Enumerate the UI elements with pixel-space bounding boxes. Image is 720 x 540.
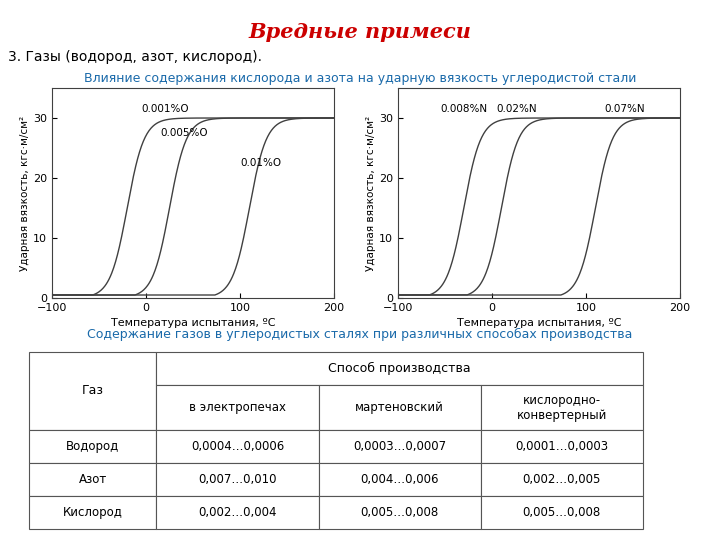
Text: кислородно-
конвертерный: кислородно- конвертерный [517,394,607,422]
Bar [156,352,643,386]
Text: 0.001%O: 0.001%O [141,104,189,114]
X-axis label: Температура испытания, ºС: Температура испытания, ºС [111,319,275,328]
Text: 0,0004…0,0006: 0,0004…0,0006 [191,440,284,453]
Text: в электропечах: в электропечах [189,401,286,414]
Text: мартеновский: мартеновский [355,401,444,414]
Bar [481,496,643,529]
Bar [156,386,318,430]
Text: Способ производства: Способ производства [328,362,471,375]
Text: 0.02%N: 0.02%N [497,104,537,114]
Text: 0,005…0,008: 0,005…0,008 [523,505,601,519]
Text: Водород: Водород [66,440,120,453]
Text: Кислород: Кислород [63,505,122,519]
Bar [29,430,156,463]
Text: 0,002…0,004: 0,002…0,004 [198,505,276,519]
Text: 0,007…0,010: 0,007…0,010 [198,473,276,486]
Text: Влияние содержания кислорода и азота на ударную вязкость углеродистой стали: Влияние содержания кислорода и азота на … [84,72,636,85]
Text: 0,002…0,005: 0,002…0,005 [523,473,601,486]
Bar [29,463,156,496]
Bar [319,430,481,463]
Bar [156,463,318,496]
Bar [29,496,156,529]
Text: 0.008%N: 0.008%N [441,104,487,114]
Text: 3. Газы (водород, азот, кислород).: 3. Газы (водород, азот, кислород). [8,50,262,64]
Bar [319,463,481,496]
Bar [481,386,643,430]
Text: Вредные примеси: Вредные примеси [248,22,472,42]
Y-axis label: Ударная вязкость, кгс·м/см²: Ударная вязкость, кгс·м/см² [20,116,30,271]
Text: 0.07%N: 0.07%N [605,104,645,114]
Text: Азот: Азот [78,473,107,486]
Text: 0.01%O: 0.01%O [240,158,281,168]
Bar [29,352,156,430]
Bar [481,430,643,463]
X-axis label: Температура испытания, ºС: Температура испытания, ºС [456,319,621,328]
Bar [481,463,643,496]
Text: 0,005…0,008: 0,005…0,008 [361,505,438,519]
Bar [156,496,318,529]
Text: Газ: Газ [81,384,104,397]
Text: 0,004…0,006: 0,004…0,006 [361,473,439,486]
Text: 0.005%O: 0.005%O [160,128,208,138]
Text: Содержание газов в углеродистых сталях при различных способах производства: Содержание газов в углеродистых сталях п… [87,328,633,341]
Bar [156,430,318,463]
Text: 0,0003…0,0007: 0,0003…0,0007 [353,440,446,453]
Bar [319,496,481,529]
Y-axis label: Ударная вязкость, кгс·м/см²: Ударная вязкость, кгс·м/см² [366,116,377,271]
Text: 0,0001…0,0003: 0,0001…0,0003 [516,440,608,453]
Bar [319,386,481,430]
